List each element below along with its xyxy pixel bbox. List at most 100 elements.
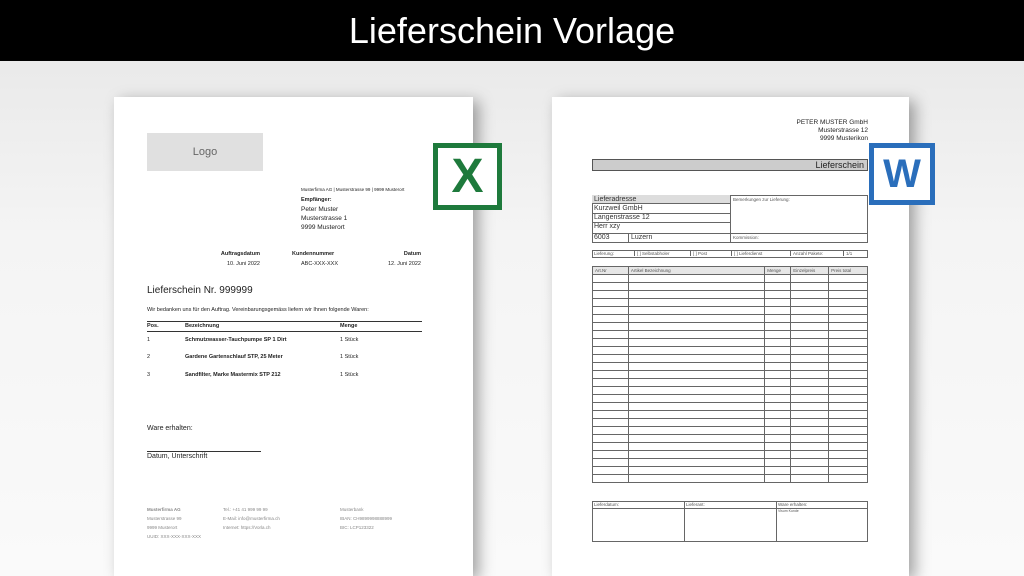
- table-cell: [790, 378, 830, 387]
- table-row: [592, 474, 868, 483]
- table-row: [592, 338, 868, 347]
- table-row: [592, 434, 868, 443]
- col-header: Pos.: [147, 323, 159, 329]
- table-cell: [764, 298, 792, 307]
- table-cell: [627, 450, 766, 459]
- table-row: [592, 290, 868, 299]
- meta-value: ABC-XXX-XXX: [301, 261, 338, 267]
- recipient-line: 9999 Musterort: [301, 224, 345, 231]
- table-cell: [764, 418, 792, 427]
- meta-label: Auftragsdatum: [220, 251, 260, 257]
- col-header: Art.Nr: [592, 266, 629, 275]
- table-cell: [828, 426, 868, 435]
- table-cell: [592, 458, 629, 467]
- table-cell: [627, 474, 766, 483]
- table-cell: [764, 330, 792, 339]
- table-cell: [592, 322, 629, 331]
- address-line: Herr xzy: [594, 223, 621, 230]
- table-cell: [627, 290, 766, 299]
- excel-icon: X: [433, 143, 502, 210]
- table-cell: [764, 458, 792, 467]
- col-header: Artikel Bezeichnung: [627, 266, 766, 275]
- table-cell: [828, 346, 868, 355]
- table-cell: [592, 306, 629, 315]
- logo-placeholder: Logo: [147, 133, 263, 171]
- table-cell: [790, 370, 830, 379]
- table-cell: [627, 370, 766, 379]
- table-cell: [828, 282, 868, 291]
- table-row: [592, 298, 868, 307]
- table-cell: [828, 378, 868, 387]
- footer-bank: Musterbank IBAN: CH9899998888999 BIC: LC…: [340, 505, 392, 532]
- table-cell: [627, 338, 766, 347]
- table-row: [592, 402, 868, 411]
- table-cell: [764, 386, 792, 395]
- footer-company: Musterfirma AG Musterstrasse 99 9999 Mus…: [147, 505, 201, 541]
- table-cell: [627, 442, 766, 451]
- option-post[interactable]: [ ] Post: [690, 251, 707, 256]
- table-cell: [790, 354, 830, 363]
- sender-line: Musterfirma AG | Musterstrasse 99 | 9999…: [301, 187, 405, 192]
- table-cell: [592, 330, 629, 339]
- table-cell: [790, 282, 830, 291]
- row-desc: Gardene Gartenschlauf STP, 25 Meter: [185, 354, 283, 360]
- col-header: Preis total: [828, 266, 868, 275]
- row-pos: 1: [147, 337, 151, 343]
- footer-line: Internet: https://Vorla.ch: [223, 525, 271, 530]
- table-cell: [627, 306, 766, 315]
- table-cell: [790, 274, 830, 283]
- table-cell: [828, 474, 868, 483]
- table-cell: [592, 410, 629, 419]
- table-cell: [828, 298, 868, 307]
- table-cell: [828, 354, 868, 363]
- table-cell: [828, 386, 868, 395]
- table-cell: [790, 338, 830, 347]
- table-row: [592, 378, 868, 387]
- table-cell: [764, 370, 792, 379]
- table-cell: [790, 458, 830, 467]
- footer-line: BIC: LCP123322: [340, 525, 374, 530]
- table-cell: [828, 410, 868, 419]
- table-cell: [592, 418, 629, 427]
- option-selbstabholer[interactable]: [ ] Selbstabholer: [634, 251, 670, 256]
- company-line: PETER MUSTER GmbH: [796, 119, 868, 126]
- footer-line: 9999 Musterort: [147, 525, 178, 530]
- table-row: [592, 362, 868, 371]
- items-table: Art.Nr Artikel Bezeichnung Menge Einzelp…: [592, 266, 868, 483]
- commission-label: Kommission:: [733, 235, 759, 240]
- footer-line: IBAN: CH9899998888999: [340, 516, 393, 521]
- table-cell: [627, 466, 766, 475]
- table-cell: [592, 362, 629, 371]
- table-row: [592, 386, 868, 395]
- option-lieferdienst[interactable]: [ ] Lieferdienst: [731, 251, 762, 256]
- table-cell: [790, 298, 830, 307]
- footer-label: Ware erhalten:: [778, 502, 808, 507]
- table-cell: [764, 290, 792, 299]
- table-row: [592, 370, 868, 379]
- table-cell: [790, 442, 830, 451]
- table-cell: [627, 322, 766, 331]
- recipient-label: Empfänger:: [301, 197, 332, 203]
- table-cell: [828, 394, 868, 403]
- excel-template-preview[interactable]: Logo Musterfirma AG | Musterstrasse 99 |…: [114, 97, 473, 576]
- word-template-preview[interactable]: PETER MUSTER GmbH Musterstrasse 12 9999 …: [552, 97, 909, 576]
- table-cell: [764, 442, 792, 451]
- table-cell: [790, 290, 830, 299]
- footer-contact: Tel.: +41 41 999 99 99 E-Mail: info@must…: [223, 505, 280, 532]
- table-cell: [592, 466, 629, 475]
- table-cell: [764, 346, 792, 355]
- table-cell: [592, 282, 629, 291]
- address-line: Kurzweil GmbH: [594, 205, 643, 212]
- table-row: [592, 306, 868, 315]
- table-cell: [592, 402, 629, 411]
- parcel-count-label: Anzahl Pakete:: [790, 251, 823, 256]
- table-row: [592, 450, 868, 459]
- row-qty: 1 Stück: [340, 372, 359, 378]
- table-cell: [764, 354, 792, 363]
- city: Luzern: [631, 234, 653, 241]
- table-cell: [592, 434, 629, 443]
- table-row: [592, 314, 868, 323]
- table-cell: [764, 410, 792, 419]
- company-block: PETER MUSTER GmbH Musterstrasse 12 9999 …: [752, 119, 868, 143]
- table-cell: [764, 434, 792, 443]
